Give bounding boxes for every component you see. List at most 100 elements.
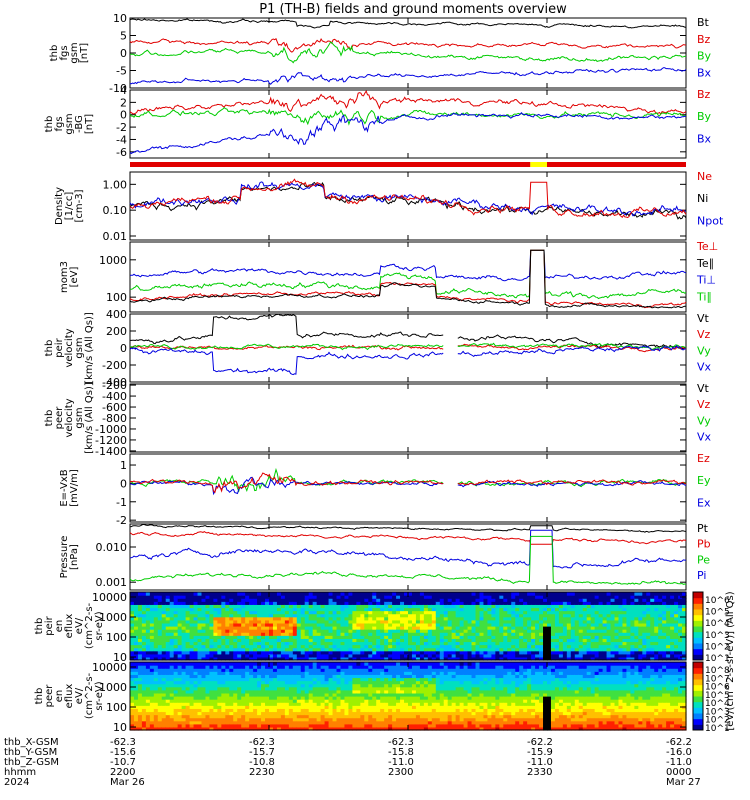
spectrogram-cell xyxy=(547,619,552,624)
spectrogram-cell xyxy=(372,717,377,722)
spectrogram-cell xyxy=(280,613,286,618)
spectrogram-cell xyxy=(185,601,191,605)
spectrogram-cell xyxy=(185,592,191,596)
spectrogram-cell xyxy=(475,650,481,655)
spectrogram-cell xyxy=(157,677,163,682)
spectrogram-cell xyxy=(276,726,282,731)
spectrogram-cell xyxy=(574,647,580,652)
spectrogram-cell xyxy=(161,635,167,639)
spectrogram-cell xyxy=(356,595,361,599)
spectrogram-cell xyxy=(165,665,171,669)
spectrogram-cell xyxy=(352,604,357,609)
spectrogram-cell xyxy=(614,650,620,655)
spectrogram-cell xyxy=(249,671,254,675)
spectrogram-cell xyxy=(388,598,393,602)
spectrogram-cell xyxy=(471,647,477,652)
spectrogram-cell xyxy=(411,629,417,633)
spectrogram-cell xyxy=(415,726,421,731)
spectrogram-cell xyxy=(463,592,469,596)
spectrogram-cell xyxy=(356,598,361,602)
spectrogram-cell xyxy=(304,598,310,602)
spectrogram-cell xyxy=(602,592,608,596)
spectrogram-cell xyxy=(396,650,401,655)
spectrogram-cell xyxy=(439,592,445,596)
spectrogram-cell xyxy=(396,607,401,612)
spectrogram-cell xyxy=(328,686,334,691)
spectrogram-cell xyxy=(225,696,230,700)
spectrogram-cell xyxy=(519,635,524,639)
spectrogram-cell xyxy=(241,595,246,599)
spectrogram-cell xyxy=(578,604,584,609)
spectrogram-cell xyxy=(400,601,405,605)
spectrogram-cell xyxy=(336,592,342,596)
spectrogram-cell xyxy=(479,598,485,602)
spectrogram-cell xyxy=(364,714,369,719)
spectrogram-cell xyxy=(145,647,151,652)
spectrogram-cell xyxy=(193,717,199,722)
spectrogram-cell xyxy=(272,699,278,703)
spectrogram-cell xyxy=(594,610,600,615)
spectrogram-cell xyxy=(284,619,290,624)
spectrogram-cell xyxy=(181,650,187,655)
spectrogram-cell xyxy=(177,714,183,719)
spectrogram-cell xyxy=(241,598,246,602)
spectrogram-cell xyxy=(558,641,564,646)
spectrogram-cell xyxy=(324,720,330,725)
spectrogram-cell xyxy=(344,720,350,725)
spectrogram-cell xyxy=(411,613,417,618)
spectrogram-cell xyxy=(531,653,536,658)
spectrogram-cell xyxy=(276,711,282,716)
spectrogram-cell xyxy=(189,626,195,630)
spectrogram-cell xyxy=(582,656,588,661)
spectrogram-cell xyxy=(324,629,330,633)
spectrogram-cell xyxy=(602,632,608,636)
spectrogram-cell xyxy=(265,671,270,675)
spectrogram-cell xyxy=(479,626,485,630)
spectrogram-cell xyxy=(308,668,314,672)
spectrogram-cell xyxy=(396,638,401,643)
spectrogram-cell xyxy=(197,592,203,596)
spectrogram-cell xyxy=(304,702,310,706)
spectrogram-cell xyxy=(658,604,663,609)
spectrogram-cell xyxy=(205,668,211,672)
spectrogram-cell xyxy=(181,708,187,713)
spectrogram-cell xyxy=(380,641,385,646)
spectrogram-cell xyxy=(415,619,421,624)
spectrogram-cell xyxy=(265,714,270,719)
spectrogram-cell xyxy=(543,613,548,618)
spectrogram-cell xyxy=(130,650,135,655)
spectrogram-cell xyxy=(340,720,346,725)
spectrogram-cell xyxy=(320,613,326,618)
spectrogram-cell xyxy=(483,650,489,655)
spectrogram-cell xyxy=(642,610,647,615)
spectrogram-cell xyxy=(396,595,401,599)
spectrogram-cell xyxy=(261,616,266,621)
spectrogram-cell xyxy=(245,662,250,666)
spectrogram-cell xyxy=(213,638,218,643)
spectrogram-cell xyxy=(598,635,604,639)
spectrogram-cell xyxy=(133,717,139,722)
spectrogram-cell xyxy=(356,662,361,666)
spectrogram-cell xyxy=(300,717,306,722)
spectrogram-cell xyxy=(221,726,226,731)
spectrogram-cell xyxy=(261,635,266,639)
spectrogram-cell xyxy=(269,598,274,602)
spectrogram-cell xyxy=(487,647,492,652)
spectrogram-cell xyxy=(201,677,207,682)
spectrogram-cell xyxy=(312,720,318,725)
spectrogram-cell xyxy=(257,632,262,636)
spectrogram-cell xyxy=(241,674,246,679)
spectrogram-cell xyxy=(360,638,365,643)
spectrogram-cell xyxy=(296,705,302,709)
spectrogram-cell xyxy=(570,638,576,643)
spectrogram-cell xyxy=(594,632,600,636)
series-Bx xyxy=(129,111,687,155)
spectrogram-cell xyxy=(610,650,616,655)
spectrogram-cell xyxy=(280,635,286,639)
spectrogram-cell xyxy=(185,619,191,624)
spectrogram-cell xyxy=(380,616,385,621)
spectrogram-cell xyxy=(539,604,544,609)
spectrogram-cell xyxy=(288,622,294,627)
spectrogram-cell xyxy=(280,708,286,713)
spectrogram-cell xyxy=(447,656,453,661)
